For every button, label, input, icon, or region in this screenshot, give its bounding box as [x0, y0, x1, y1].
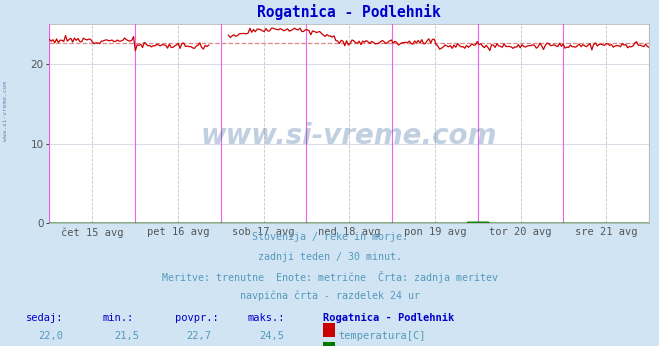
Text: www.si-vreme.com: www.si-vreme.com	[201, 122, 498, 149]
Text: povpr.:: povpr.:	[175, 313, 218, 323]
Text: 21,5: 21,5	[114, 331, 139, 341]
Text: Slovenija / reke in morje.: Slovenija / reke in morje.	[252, 232, 407, 242]
Text: Meritve: trenutne  Enote: metrične  Črta: zadnja meritev: Meritve: trenutne Enote: metrične Črta: …	[161, 271, 498, 283]
Text: temperatura[C]: temperatura[C]	[339, 331, 426, 341]
Text: 22,0: 22,0	[38, 331, 63, 341]
Text: zadnji teden / 30 minut.: zadnji teden / 30 minut.	[258, 252, 401, 262]
Text: maks.:: maks.:	[247, 313, 285, 323]
Title: Rogatnica - Podlehnik: Rogatnica - Podlehnik	[258, 4, 441, 20]
Text: navpična črta - razdelek 24 ur: navpična črta - razdelek 24 ur	[239, 291, 420, 301]
Text: min.:: min.:	[102, 313, 133, 323]
Text: Rogatnica - Podlehnik: Rogatnica - Podlehnik	[323, 313, 454, 323]
Text: www.si-vreme.com: www.si-vreme.com	[3, 81, 9, 141]
Text: 24,5: 24,5	[259, 331, 284, 341]
Text: 22,7: 22,7	[186, 331, 212, 341]
Text: sedaj:: sedaj:	[26, 313, 64, 323]
